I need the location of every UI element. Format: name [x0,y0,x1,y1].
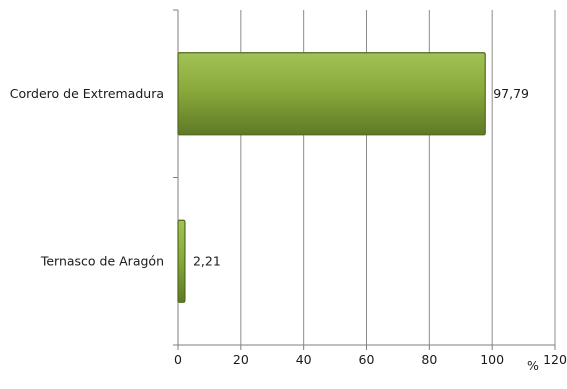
x-tick-label: 80 [421,352,437,367]
x-tick-label: 40 [296,352,312,367]
x-tick-label: 100 [480,352,504,367]
x-tick-label: 20 [233,352,249,367]
labels: 0 20 40 60 80 100 120 Cordero de Extremadura 97,… [10,86,567,367]
bar [177,219,186,303]
data-label: 2,21 [193,253,221,268]
x-tick-label: 60 [359,352,375,367]
bars [177,52,486,303]
category-label: Ternasco de Aragón [40,253,164,268]
unit-label: % [527,358,539,373]
bar [177,52,486,136]
data-label: 97,79 [493,86,529,101]
x-tick-label: 120 [543,352,567,367]
category-label: Cordero de Extremadura [10,86,164,101]
x-tick-label: 0 [174,352,182,367]
